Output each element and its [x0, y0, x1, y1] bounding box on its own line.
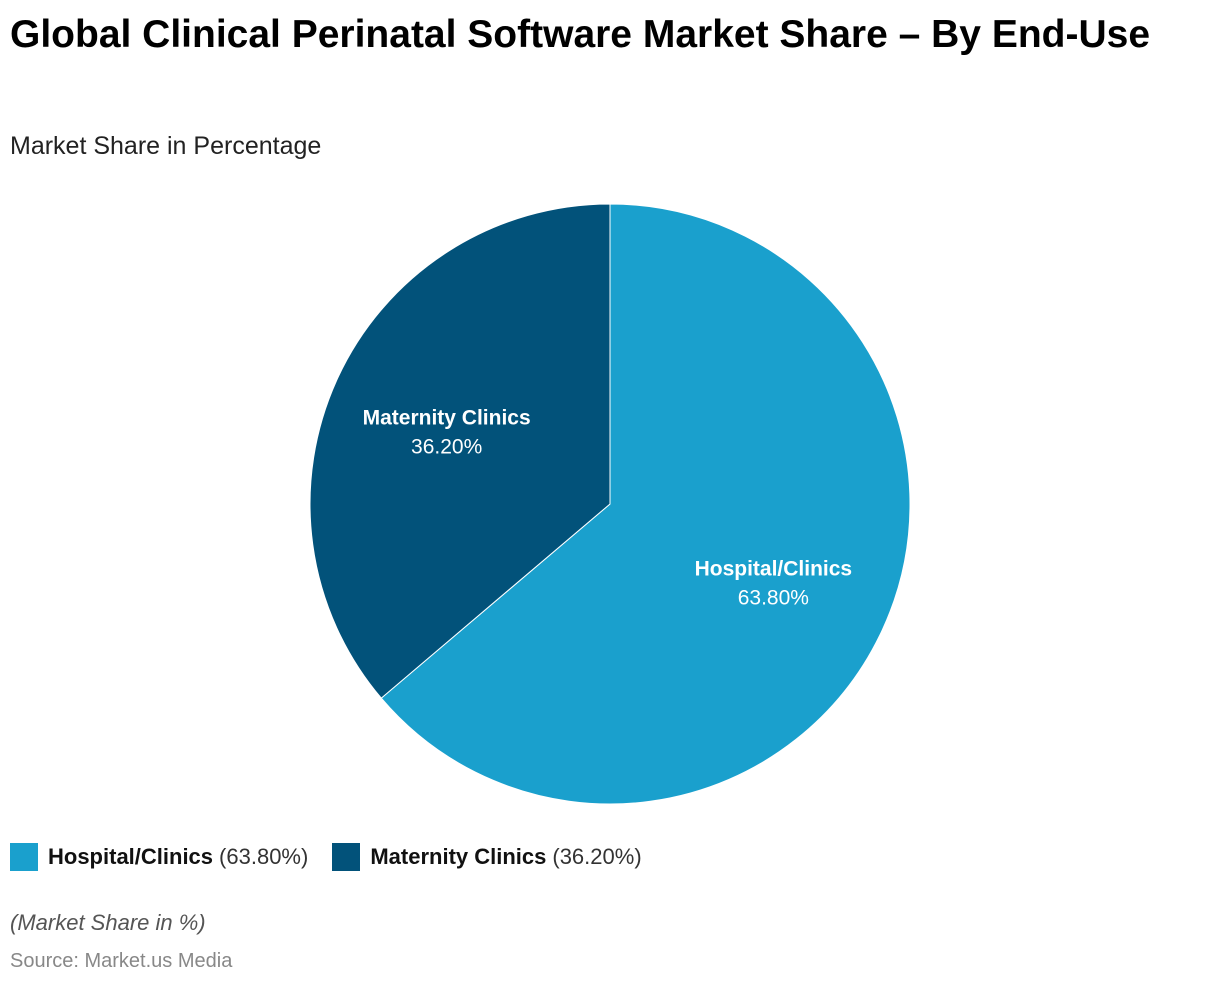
- pie-labels: Hospital/Clinics 63.80% Maternity Clinics 3…: [363, 406, 852, 609]
- chart-legend: Hospital/Clinics (63.80%) Maternity Clin…: [10, 842, 666, 872]
- slice-label-hospital-clinics: Hospital/Clinics: [695, 558, 853, 581]
- slice-value-hospital-clinics: 63.80%: [738, 587, 809, 610]
- legend-swatch-hospital-clinics: [10, 843, 38, 871]
- legend-value-hospital-clinics: (63.80%): [219, 844, 309, 869]
- pie-slice-hospital-clinics[interactable]: [380, 203, 911, 805]
- pie-slice-maternity-clinics[interactable]: [309, 203, 611, 699]
- legend-label-hospital-clinics: Hospital/Clinics: [48, 844, 214, 869]
- slice-value-maternity-clinics: 36.20%: [411, 435, 482, 458]
- legend-item-hospital-clinics[interactable]: Hospital/Clinics (63.80%): [10, 842, 308, 872]
- legend-swatch-maternity-clinics: [332, 843, 361, 871]
- chart-note: (Market Share in %): [10, 910, 206, 935]
- slice-label-maternity-clinics: Maternity Clinics: [363, 406, 531, 429]
- legend-label-maternity-clinics: Maternity Clinics: [370, 844, 547, 869]
- legend-value-maternity-clinics: (36.20%): [552, 844, 642, 869]
- chart-title: Global Clinical Perinatal Software Marke…: [10, 13, 1151, 56]
- pie-slices: [309, 203, 911, 805]
- chart-subtitle: Market Share in Percentage: [10, 132, 322, 160]
- pie-chart: Hospital/Clinics 63.80% Maternity Clinics 3…: [309, 203, 911, 805]
- chart-source: Source: Market.us Media: [10, 950, 233, 972]
- legend-item-maternity-clinics[interactable]: Maternity Clinics (36.20%): [332, 842, 642, 872]
